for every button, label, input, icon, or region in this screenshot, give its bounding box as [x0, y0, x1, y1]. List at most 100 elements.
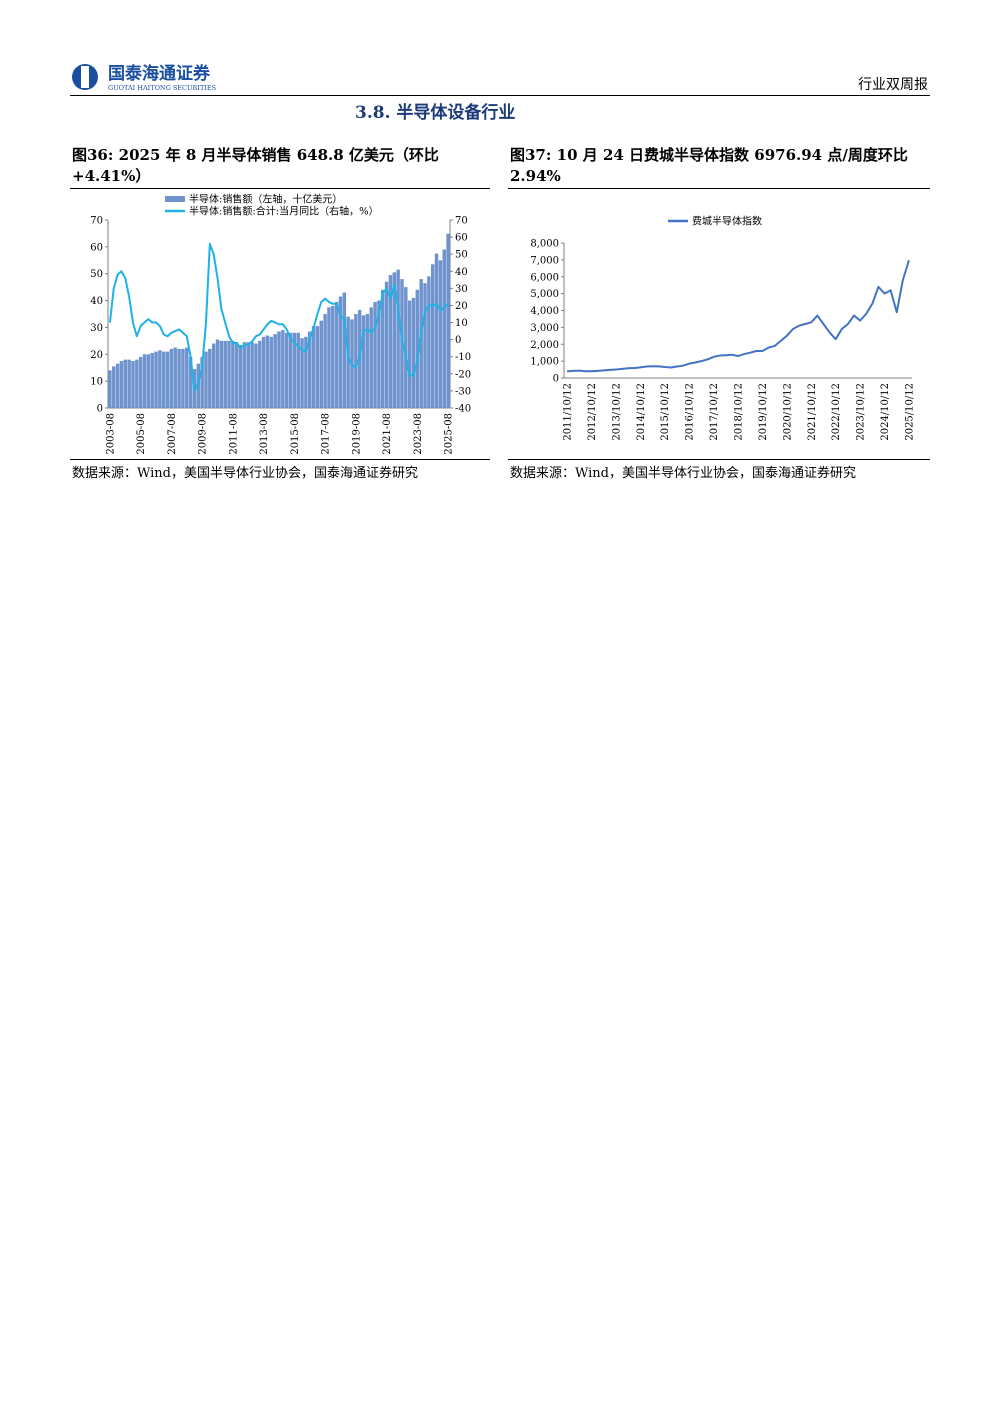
bar [427, 276, 431, 408]
y-tick-label: 60 [90, 242, 103, 253]
bar [346, 316, 350, 408]
x-tick-label: 2013-08 [259, 413, 270, 455]
x-tick-label: 2023-08 [413, 413, 424, 455]
y2-tick-label: 60 [455, 233, 468, 244]
y-tick-label: 4,000 [530, 306, 559, 317]
bar [331, 305, 335, 408]
bar [196, 363, 201, 408]
bar [269, 336, 274, 408]
x-tick-label: 2007-08 [167, 413, 178, 455]
bar [277, 331, 281, 408]
bar [365, 314, 370, 408]
bar [381, 289, 385, 408]
line [566, 259, 910, 373]
x-tick-label: 2023/10/12 [856, 383, 867, 441]
bar [338, 296, 343, 408]
x-tick-label: 2003-08 [105, 413, 116, 455]
figure-title: 图37: 10 月 24 日费城半导体指数 6976.94 点/周度环比2.94… [510, 146, 908, 185]
bar [373, 301, 377, 408]
bar [281, 330, 285, 408]
bar [273, 334, 277, 408]
x-tick-label: 2021/10/12 [807, 383, 818, 441]
bar [377, 300, 381, 408]
bar [227, 340, 231, 408]
x-tick-label: 2019/10/12 [758, 383, 769, 441]
x-tick-label: 2016/10/12 [685, 383, 696, 441]
logo: 国泰海通证券 GUOTAI HAITONG SECURITIES [72, 63, 216, 92]
bar [177, 348, 181, 408]
x-tick-label: 2021-08 [382, 413, 393, 455]
y2-tick-label: 20 [455, 301, 468, 312]
x-tick-label: 2013/10/12 [611, 383, 622, 441]
y-tick-label: 40 [90, 296, 103, 307]
x-tick-label: 2019-08 [351, 413, 362, 455]
y-tick-label: 1,000 [530, 357, 559, 368]
bar [208, 348, 212, 408]
x-tick-label: 2025/10/12 [904, 383, 915, 441]
bar [108, 370, 112, 408]
bar [135, 359, 139, 408]
bar [311, 326, 316, 408]
x-tick-label: 2017-08 [321, 413, 332, 455]
x-tick-label: 2011/10/12 [563, 383, 574, 441]
y2-tick-label: -20 [455, 369, 471, 380]
bar [112, 366, 116, 408]
bar [231, 340, 235, 408]
x-tick-label: 2024/10/12 [880, 383, 891, 441]
bar [415, 289, 420, 408]
figure-rule [508, 459, 930, 460]
bar [284, 332, 289, 408]
bar [238, 344, 243, 408]
y2-tick-label: 50 [455, 250, 468, 261]
y-tick-label: 0 [97, 404, 103, 415]
bar [369, 307, 373, 408]
bar [154, 351, 158, 408]
y-tick-label: 2,000 [530, 340, 559, 351]
y2-tick-label: -10 [455, 352, 471, 363]
legend-label: 半导体:销售额:合计:当月同比（右轴，%） [189, 205, 379, 218]
bar [115, 363, 120, 408]
bar [407, 300, 412, 408]
bar [138, 356, 143, 408]
chart: 0 1,000 2,000 3,000 4,000 5,000 6,000 7,000 8,00… [530, 215, 915, 441]
bar [442, 249, 446, 408]
bar [384, 281, 389, 408]
bar [446, 233, 450, 408]
bar [181, 348, 185, 408]
y-tick-label: 6,000 [530, 272, 559, 283]
figure-source: 数据来源：Wind，美国半导体行业协会，国泰海通证券研究 [72, 466, 418, 481]
bar [342, 292, 347, 408]
bar [261, 336, 266, 408]
bar [246, 342, 250, 408]
y2-tick-label: 30 [455, 284, 468, 295]
bar [308, 331, 312, 408]
section-title: 3.8. 半导体设备行业 [355, 103, 516, 123]
bar [334, 301, 339, 408]
bar [404, 287, 408, 408]
bar [161, 351, 166, 408]
bar [434, 253, 439, 408]
bar [258, 340, 262, 408]
legend-label: 半导体:销售额（左轴，十亿美元） [189, 193, 342, 206]
x-tick-label: 2018/10/12 [734, 383, 745, 441]
bar [411, 297, 416, 408]
bar [392, 272, 397, 408]
bar [235, 342, 239, 408]
bar [361, 315, 366, 408]
y2-tick-label: 70 [455, 216, 468, 227]
bar [323, 314, 327, 408]
logo-cn: 国泰海通证券 [108, 63, 211, 84]
y2-tick-label: 0 [455, 335, 461, 346]
y-tick-label: 3,000 [530, 323, 559, 334]
bar [150, 352, 154, 408]
x-tick-label: 2011-08 [228, 413, 239, 455]
y2-tick-label: 10 [455, 318, 468, 329]
bar [438, 260, 443, 408]
legend-swatch [165, 196, 185, 202]
x-tick-label: 2009-08 [198, 413, 209, 455]
report-type: 行业双周报 [858, 77, 928, 93]
x-tick-label: 2012/10/12 [587, 383, 598, 441]
bar [419, 279, 423, 408]
y-tick-label: 10 [90, 377, 103, 388]
